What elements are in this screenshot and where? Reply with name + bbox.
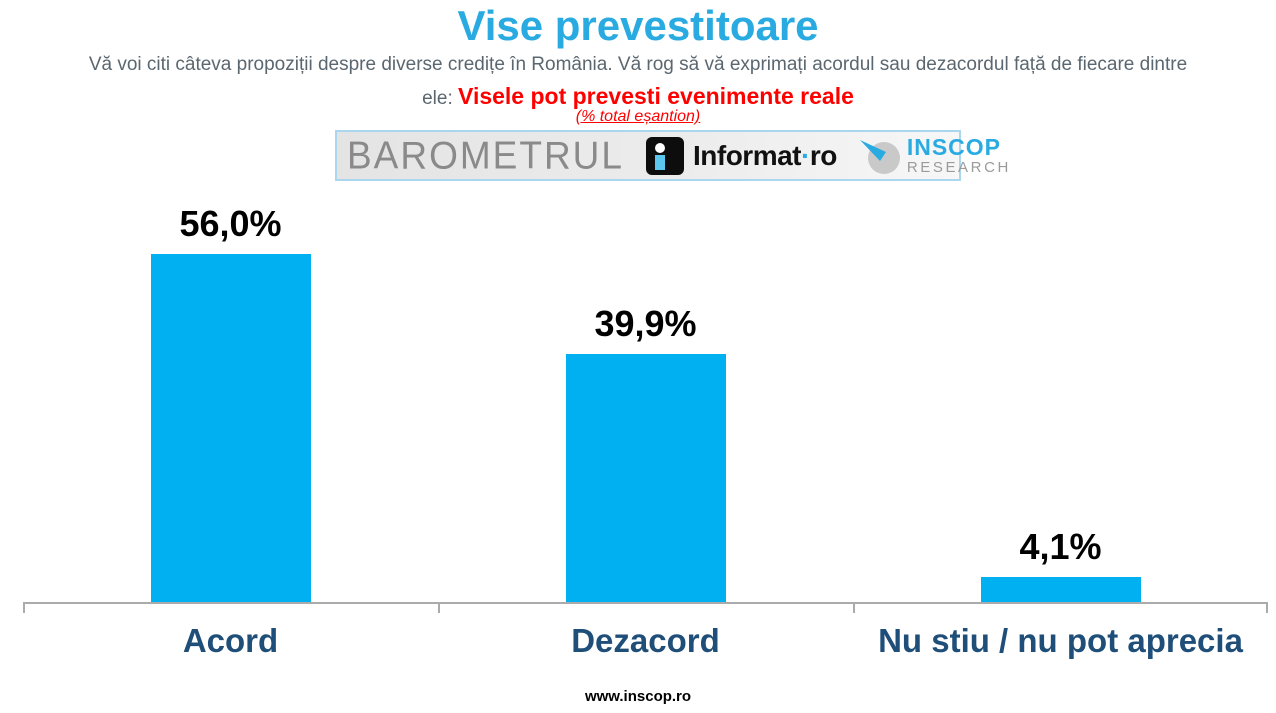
bar-1 xyxy=(150,254,311,603)
informat-i-icon xyxy=(645,136,684,175)
footer-url: www.inscop.ro xyxy=(584,688,692,705)
informat-logo: Informat·ro xyxy=(645,136,837,175)
question-text-line1: Vă voi citi câteva propoziții despre div… xyxy=(88,54,1188,75)
category-label: Dezacord xyxy=(571,622,720,659)
category-label: Acord xyxy=(182,622,279,659)
inscop-wordmark: INSCOP RESEARCH xyxy=(906,134,1011,176)
informat-wordmark: Informat·ro xyxy=(692,139,837,171)
sample-note: (% total eșantion) xyxy=(575,108,701,125)
category-label: Nu stiu / nu pot aprecia xyxy=(878,622,1243,659)
question-text-line2: ele: Visele pot prevesti evenimente real… xyxy=(0,83,1276,110)
page-title: Vise prevestitoare xyxy=(457,2,819,49)
plot-area: 56,0% 39,9% 4,1% xyxy=(23,190,1268,603)
bar-cell: 4,1% xyxy=(853,190,1268,603)
inscop-logo: INSCOP RESEARCH xyxy=(859,135,1011,177)
value-label: 56,0% xyxy=(179,203,282,244)
category-axis: Acord Dezacord Nu stiu / nu pot aprecia xyxy=(23,622,1268,660)
bar-cell: 56,0% xyxy=(23,190,438,603)
bar-2 xyxy=(565,354,726,603)
bar-cell: 39,9% xyxy=(438,190,853,603)
logo-banner: BAROMETRUL Informat·ro INSCOP RESEARCH xyxy=(335,130,1008,181)
bar-3 xyxy=(980,577,1141,603)
axis-tick xyxy=(853,602,855,613)
barometrul-logo: BAROMETRUL xyxy=(347,133,624,177)
axis-tick xyxy=(1266,602,1268,613)
value-label: 39,9% xyxy=(594,303,697,344)
statement-highlight: Visele pot prevesti evenimente reale xyxy=(458,83,854,109)
inscop-pie-icon xyxy=(859,139,900,174)
axis-tick xyxy=(23,602,25,613)
x-axis-line xyxy=(23,602,1268,613)
value-label: 4,1% xyxy=(1019,526,1102,567)
question-prefix: ele: xyxy=(422,88,459,109)
axis-tick xyxy=(438,602,440,613)
